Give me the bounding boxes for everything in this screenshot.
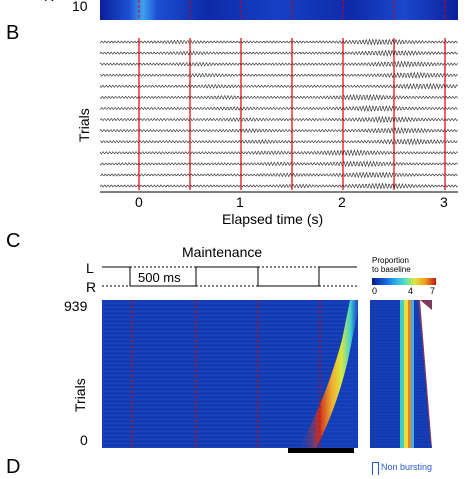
colorbar-tick-0: 0 — [372, 286, 378, 296]
lr-label-l: L — [86, 260, 94, 276]
panel-c-timebar — [288, 448, 354, 453]
panel-b-xtick-3: 3 — [440, 194, 448, 210]
lfp-trace-7 — [99, 115, 458, 124]
trial-top-label: 939 — [64, 298, 88, 314]
lfp-trace-13 — [99, 182, 458, 190]
panel-a-row-tick: 10 — [72, 0, 88, 14]
lfp-trace-10 — [99, 149, 458, 157]
panel-d-legend-text: Non bursting — [381, 462, 433, 472]
duration-label: 500 ms — [138, 270, 181, 285]
lfp-trace-2 — [99, 60, 458, 68]
panel-d-legend-swatch — [372, 462, 379, 475]
panel-a-ylabel-fragment: R — [44, 0, 54, 4]
lfp-trace-0 — [99, 38, 458, 46]
lfp-trace-4 — [99, 82, 458, 90]
panel-d-letter: D — [6, 456, 21, 478]
panel-c-aligned-heatmap — [370, 300, 432, 448]
panel-c-ylabel: Trials — [72, 378, 88, 412]
panel-b-letter: B — [6, 22, 20, 44]
panel-c-heatmap — [102, 300, 358, 448]
trial-bottom-label: 0 — [80, 432, 88, 448]
colorbar-tick-7: 7 — [430, 286, 436, 296]
lfp-trace-11 — [99, 160, 458, 168]
panel-b-xtick-1: 1 — [236, 194, 244, 210]
panel-b-xtick-0: 0 — [135, 194, 143, 210]
lfp-trace-12 — [99, 171, 458, 179]
maintenance-label: Maintenance — [182, 244, 263, 260]
colorbar — [372, 278, 436, 285]
colorbar-title: Proportion to baseline — [372, 256, 411, 274]
lfp-trace-8 — [99, 126, 458, 135]
colorbar-tick-4: 4 — [408, 286, 414, 296]
lfp-trace-5 — [99, 93, 458, 101]
panel-b-xlabel: Elapsed time (s) — [222, 211, 324, 227]
panel-b-xtick-2: 2 — [338, 194, 346, 210]
panel-c-letter: C — [6, 230, 21, 252]
lfp-trace-6 — [99, 104, 458, 112]
lfp-trace-9 — [99, 138, 458, 146]
lfp-trace-1 — [99, 49, 458, 57]
lr-label-r: R — [86, 279, 97, 295]
lfp-trace-3 — [99, 71, 458, 79]
